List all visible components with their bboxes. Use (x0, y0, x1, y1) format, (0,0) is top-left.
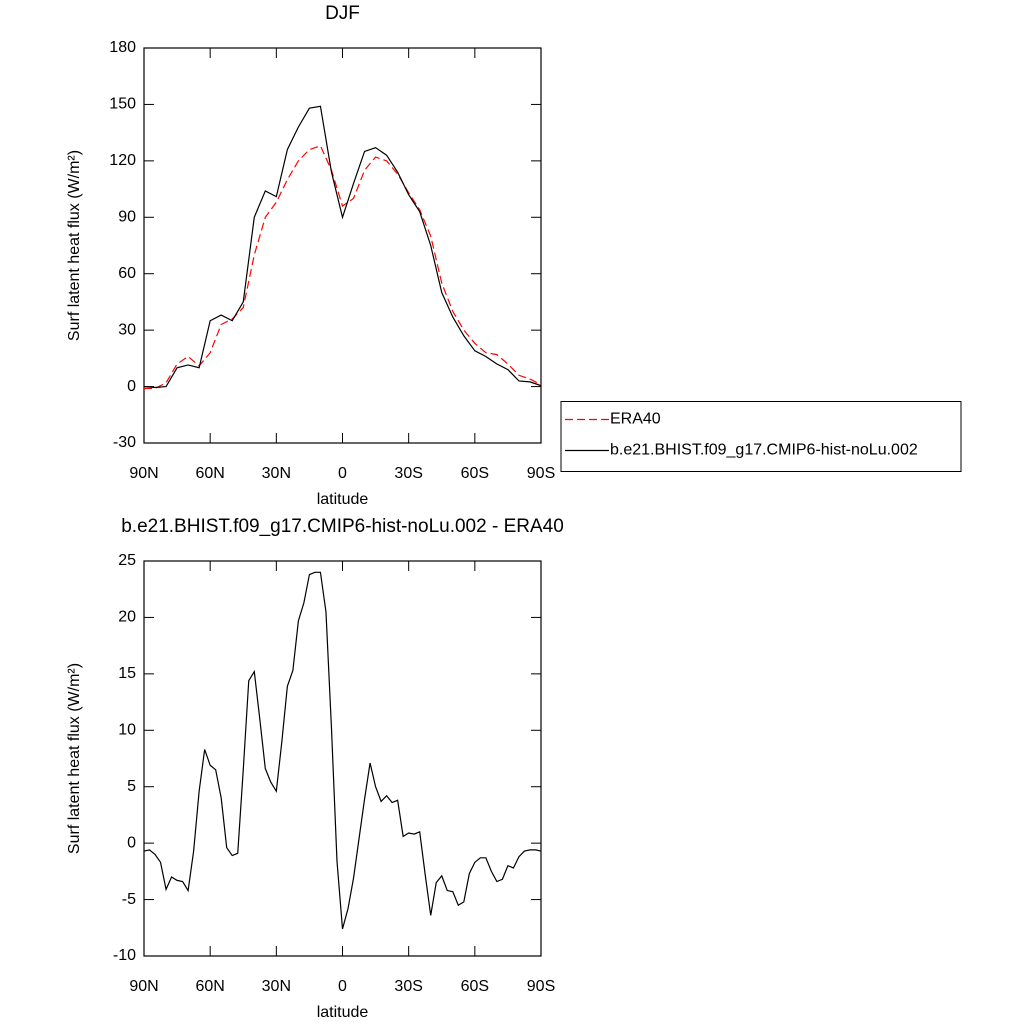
y-tick-label: 60 (118, 265, 136, 282)
chart-title: b.e21.BHIST.f09_g17.CMIP6-hist-noLu.002 … (121, 516, 564, 537)
x-tick-label: 60N (195, 465, 224, 482)
x-tick-label: 60S (461, 465, 489, 482)
x-tick-label: 30N (262, 465, 291, 482)
y-tick-label: 30 (118, 321, 136, 338)
x-tick-label: 30S (394, 465, 422, 482)
y-tick-label: 0 (127, 834, 136, 851)
legend-label: b.e21.BHIST.f09_g17.CMIP6-hist-noLu.002 (610, 442, 918, 459)
x-tick-label: 90S (527, 465, 555, 482)
data-line (144, 145, 542, 390)
y-tick-label: 25 (118, 552, 136, 569)
x-tick-label: 60N (195, 978, 224, 995)
x-tick-label: 90S (527, 978, 555, 995)
y-tick-label: 15 (118, 665, 136, 682)
x-tick-label: 60S (461, 978, 489, 995)
x-tick-label: 30N (262, 978, 291, 995)
y-tick-label: 120 (109, 152, 136, 169)
y-tick-label: 150 (109, 96, 136, 113)
y-tick-label: -5 (122, 891, 136, 908)
y-tick-label: 90 (118, 209, 136, 226)
y-tick-label: 5 (127, 778, 136, 795)
data-line (143, 105, 542, 389)
x-tick-label: 0 (338, 465, 347, 482)
y-tick-label: 180 (109, 39, 136, 56)
x-tick-label: 90N (129, 978, 158, 995)
x-axis-label: latitude (317, 1004, 369, 1021)
x-axis-label: latitude (317, 491, 369, 508)
y-axis-label: Surf latent heat flux (W/m²) (66, 663, 83, 854)
y-axis-label: Surf latent heat flux (W/m²) (66, 150, 83, 341)
x-tick-label: 30S (394, 978, 422, 995)
legend-label: ERA40 (610, 411, 661, 428)
y-tick-label: 20 (118, 609, 136, 626)
plot-frame (143, 560, 542, 957)
data-line (143, 571, 542, 930)
legend-box (560, 401, 962, 472)
y-tick-label: 0 (127, 378, 136, 395)
y-tick-label: -10 (113, 947, 136, 964)
y-tick-label: 10 (118, 722, 136, 739)
x-tick-label: 0 (338, 978, 347, 995)
plot-frame (143, 47, 542, 444)
x-tick-label: 90N (129, 465, 158, 482)
y-tick-label: -30 (113, 434, 136, 451)
chart-title: DJF (325, 3, 360, 24)
